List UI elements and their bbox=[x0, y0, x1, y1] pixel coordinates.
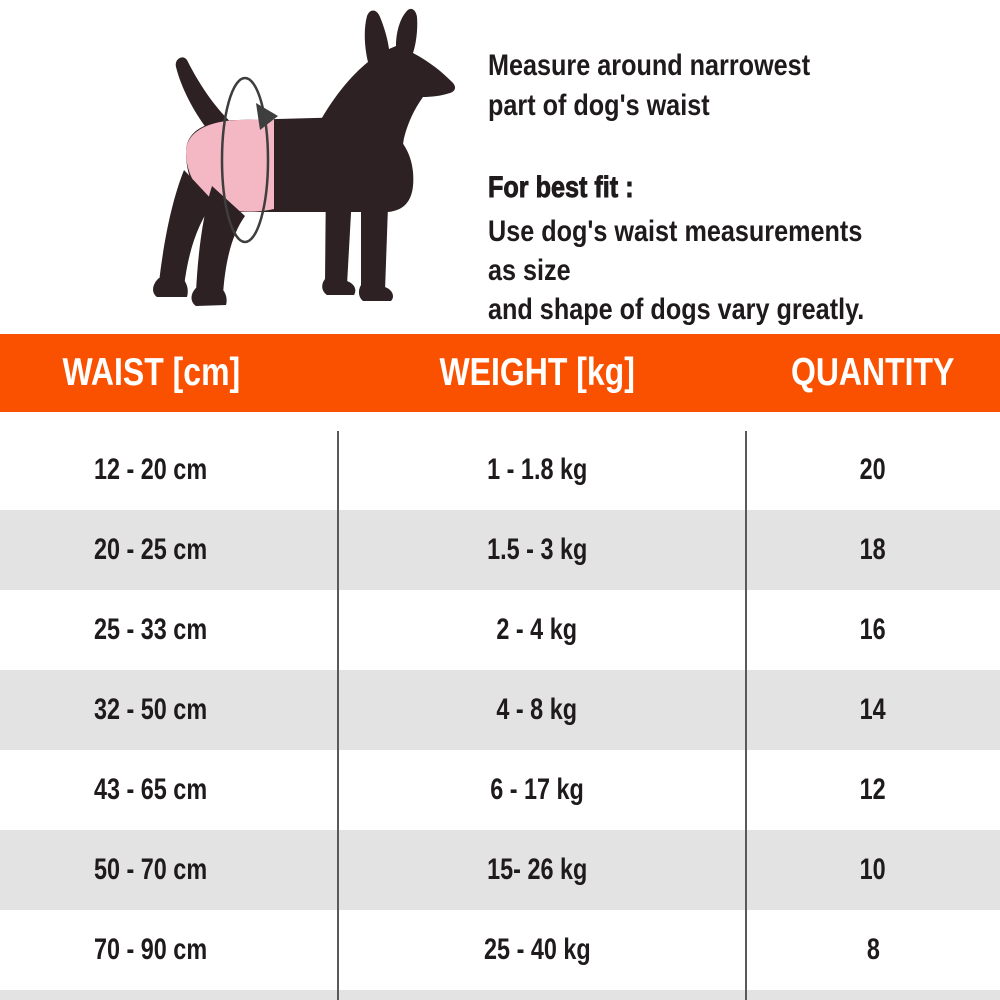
weight-cell: 4 - 8 kg bbox=[496, 693, 578, 726]
header-quantity-label: QUANTITY bbox=[791, 351, 955, 394]
weight-cell: 2 - 4 kg bbox=[496, 613, 578, 646]
dog-front-foot-near bbox=[358, 285, 393, 301]
dog-head bbox=[308, 8, 456, 212]
measure-note: Measure around narrowest part of dog's w… bbox=[488, 49, 811, 122]
weight-cell: 25 - 40 kg bbox=[483, 933, 591, 966]
dog-rear-leg-far bbox=[159, 170, 214, 287]
quantity-cell: 10 bbox=[859, 853, 887, 886]
table-row: 43 - 65 cm 6 - 17 kg 12 bbox=[0, 750, 1000, 830]
quantity-cell: 16 bbox=[859, 613, 887, 646]
table-row: 12 - 20 cm 1 - 1.8 kg 20 bbox=[0, 430, 1000, 510]
waist-band bbox=[186, 119, 274, 212]
dog-front-leg-near bbox=[361, 176, 389, 291]
table-rows: 12 - 20 cm 1 - 1.8 kg 20 20 - 25 cm 1.5 … bbox=[0, 430, 1000, 1000]
dog-rear-foot-far bbox=[153, 278, 188, 297]
waist-cell: 43 - 65 cm bbox=[94, 773, 208, 806]
header-weight: WEIGHT [kg] bbox=[338, 351, 746, 395]
dog-rear-leg-near bbox=[196, 186, 245, 295]
column-divider-1 bbox=[337, 431, 339, 1000]
weight-cell: 6 - 17 kg bbox=[490, 773, 584, 806]
measuring-arrow-icon bbox=[256, 103, 278, 130]
weight-cell: 1.5 - 3 kg bbox=[486, 533, 588, 566]
table-row: 50 - 70 cm 15- 26 kg 10 bbox=[0, 830, 1000, 910]
quantity-cell: 8 bbox=[866, 933, 880, 966]
table-row: 20 - 25 cm 1.5 - 3 kg 18 bbox=[0, 510, 1000, 590]
waist-cell: 25 - 33 cm bbox=[94, 613, 208, 646]
fit-title: For best fit : bbox=[488, 171, 634, 205]
table-row: 32 - 50 cm 4 - 8 kg 14 bbox=[0, 670, 1000, 750]
column-divider-2 bbox=[745, 431, 747, 1000]
dog-rear-foot-near bbox=[191, 288, 227, 306]
table-row-partial bbox=[0, 990, 1000, 1000]
header-weight-label: WEIGHT [kg] bbox=[439, 351, 635, 394]
waist-cell: 70 - 90 cm bbox=[94, 933, 208, 966]
fit-body: Use dog's waist measurements as size and… bbox=[488, 215, 865, 326]
table-header-bar: WAIST [cm] WEIGHT [kg] QUANTITY bbox=[0, 334, 1000, 412]
header-waist-label: WAIST [cm] bbox=[62, 351, 240, 394]
weight-cell: 1 - 1.8 kg bbox=[486, 453, 588, 486]
waist-cell: 12 - 20 cm bbox=[94, 453, 208, 486]
quantity-cell: 12 bbox=[859, 773, 887, 806]
dog-tail bbox=[175, 57, 233, 142]
table-row: 70 - 90 cm 25 - 40 kg 8 bbox=[0, 910, 1000, 990]
dog-waist-illustration bbox=[153, 8, 456, 306]
quantity-cell: 14 bbox=[859, 693, 887, 726]
header-waist: WAIST [cm] bbox=[0, 351, 338, 395]
table-row: 25 - 33 cm 2 - 4 kg 16 bbox=[0, 590, 1000, 670]
waist-cell: 20 - 25 cm bbox=[94, 533, 208, 566]
quantity-cell: 18 bbox=[859, 533, 887, 566]
waist-cell: 50 - 70 cm bbox=[94, 853, 208, 886]
quantity-cell: 20 bbox=[859, 453, 887, 486]
weight-cell: 15- 26 kg bbox=[486, 853, 588, 886]
dog-front-leg-far bbox=[325, 175, 353, 285]
instructions-panel: Measure around narrowest part of dog's w… bbox=[488, 46, 968, 329]
header-quantity: QUANTITY bbox=[746, 351, 1000, 395]
dog-front-foot-far bbox=[322, 279, 356, 295]
measuring-loop-icon bbox=[220, 76, 270, 244]
waist-cell: 32 - 50 cm bbox=[94, 693, 208, 726]
